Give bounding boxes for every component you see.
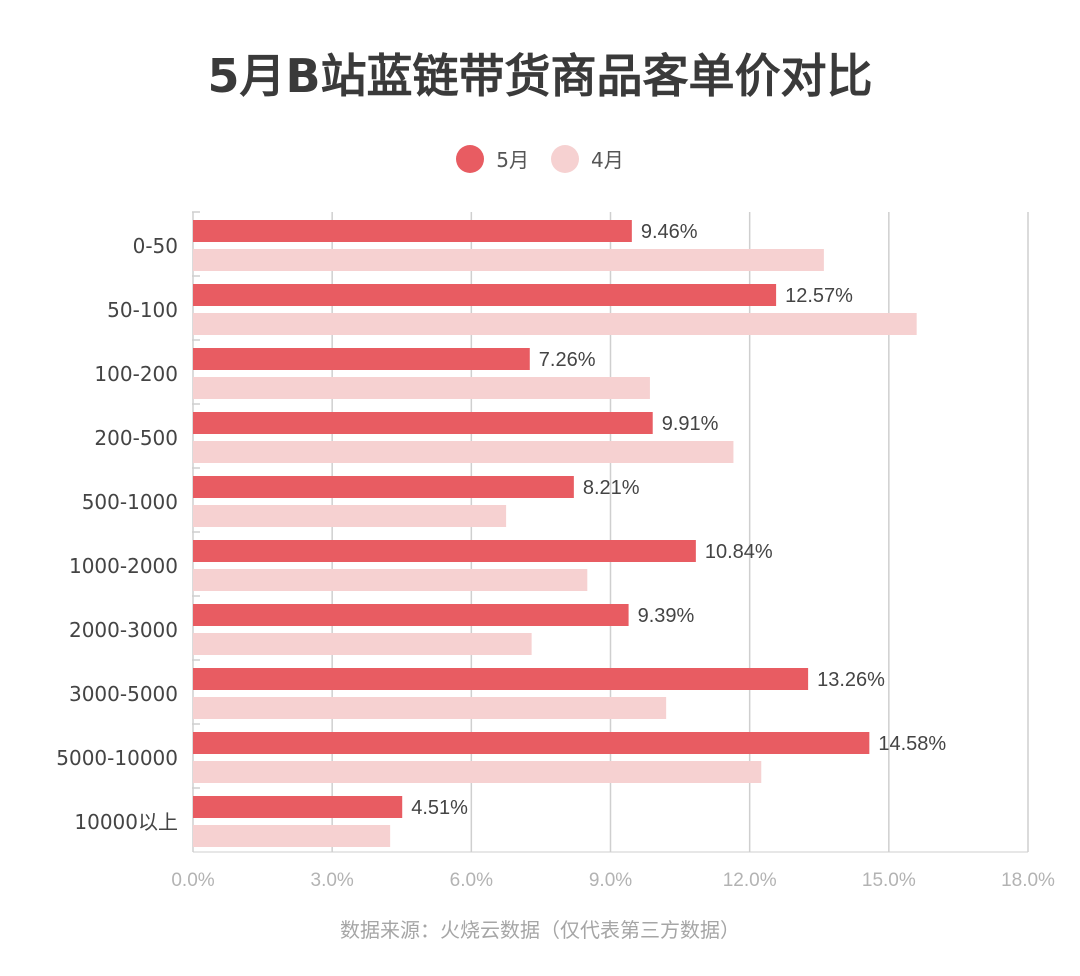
bar-april-3: [193, 441, 734, 463]
y-category-label-3: 200-500: [94, 426, 178, 450]
legend-label-april: 4月: [591, 148, 624, 172]
y-category-label-9: 10000以上: [74, 810, 178, 834]
bar-april-6: [193, 633, 532, 655]
bar-may-7: [193, 668, 809, 690]
data-label-may-1: 12.57%: [785, 285, 853, 307]
x-tick-label-4: 12.0%: [723, 870, 777, 891]
bar-may-6: [193, 604, 629, 626]
data-label-may-7: 13.26%: [817, 669, 885, 691]
x-tick-label-5: 15.0%: [862, 870, 916, 891]
bar-april-4: [193, 505, 507, 527]
bar-may-0: [193, 220, 632, 242]
bar-may-4: [193, 476, 574, 498]
x-tick-label-3: 9.0%: [589, 870, 632, 891]
bar-april-5: [193, 569, 588, 591]
y-category-label-6: 2000-3000: [69, 618, 178, 642]
legend-label-may: 5月: [496, 148, 529, 172]
data-label-may-5: 10.84%: [705, 541, 773, 563]
bar-may-3: [193, 412, 653, 434]
bar-april-8: [193, 761, 762, 783]
bar-april-9: [193, 825, 391, 847]
y-category-label-7: 3000-5000: [69, 682, 178, 706]
data-label-may-3: 9.91%: [662, 413, 719, 435]
legend-swatch-april: [551, 144, 579, 173]
legend-swatch-may: [456, 144, 485, 173]
data-label-may-4: 8.21%: [583, 477, 640, 499]
bar-april-1: [193, 313, 917, 335]
data-label-may-2: 7.26%: [539, 349, 596, 371]
bar-may-8: [193, 732, 870, 754]
data-source-note: 数据来源：火烧云数据（仅代表第三方数据）: [340, 918, 740, 942]
bar-may-2: [193, 348, 530, 370]
y-category-label-1: 50-100: [107, 298, 178, 322]
legend-item-april[interactable]: 4月: [551, 144, 624, 173]
bar-may-5: [193, 540, 696, 562]
x-tick-label-6: 18.0%: [1001, 870, 1055, 891]
legend-item-may[interactable]: 5月: [456, 144, 529, 173]
bar-may-1: [193, 284, 777, 306]
data-label-may-8: 14.58%: [878, 733, 946, 755]
bar-april-7: [193, 697, 667, 719]
y-category-label-2: 100-200: [94, 362, 178, 386]
data-label-may-0: 9.46%: [641, 221, 698, 243]
y-category-label-5: 1000-2000: [69, 554, 178, 578]
y-category-label-0: 0-50: [133, 234, 178, 258]
bar-may-9: [193, 796, 403, 818]
bar-april-0: [193, 249, 824, 271]
data-label-may-6: 9.39%: [638, 605, 695, 627]
y-category-label-8: 5000-10000: [56, 746, 178, 770]
legend: 5月 4月: [0, 144, 1080, 173]
x-tick-label-0: 0.0%: [171, 870, 214, 891]
y-category-label-4: 500-1000: [82, 490, 178, 514]
bar-april-2: [193, 377, 650, 399]
x-tick-label-1: 3.0%: [311, 870, 354, 891]
data-label-may-9: 4.51%: [411, 797, 468, 819]
x-tick-label-2: 6.0%: [450, 870, 493, 891]
chart-title: 5月B站蓝链带货商品客单价对比: [207, 49, 873, 103]
